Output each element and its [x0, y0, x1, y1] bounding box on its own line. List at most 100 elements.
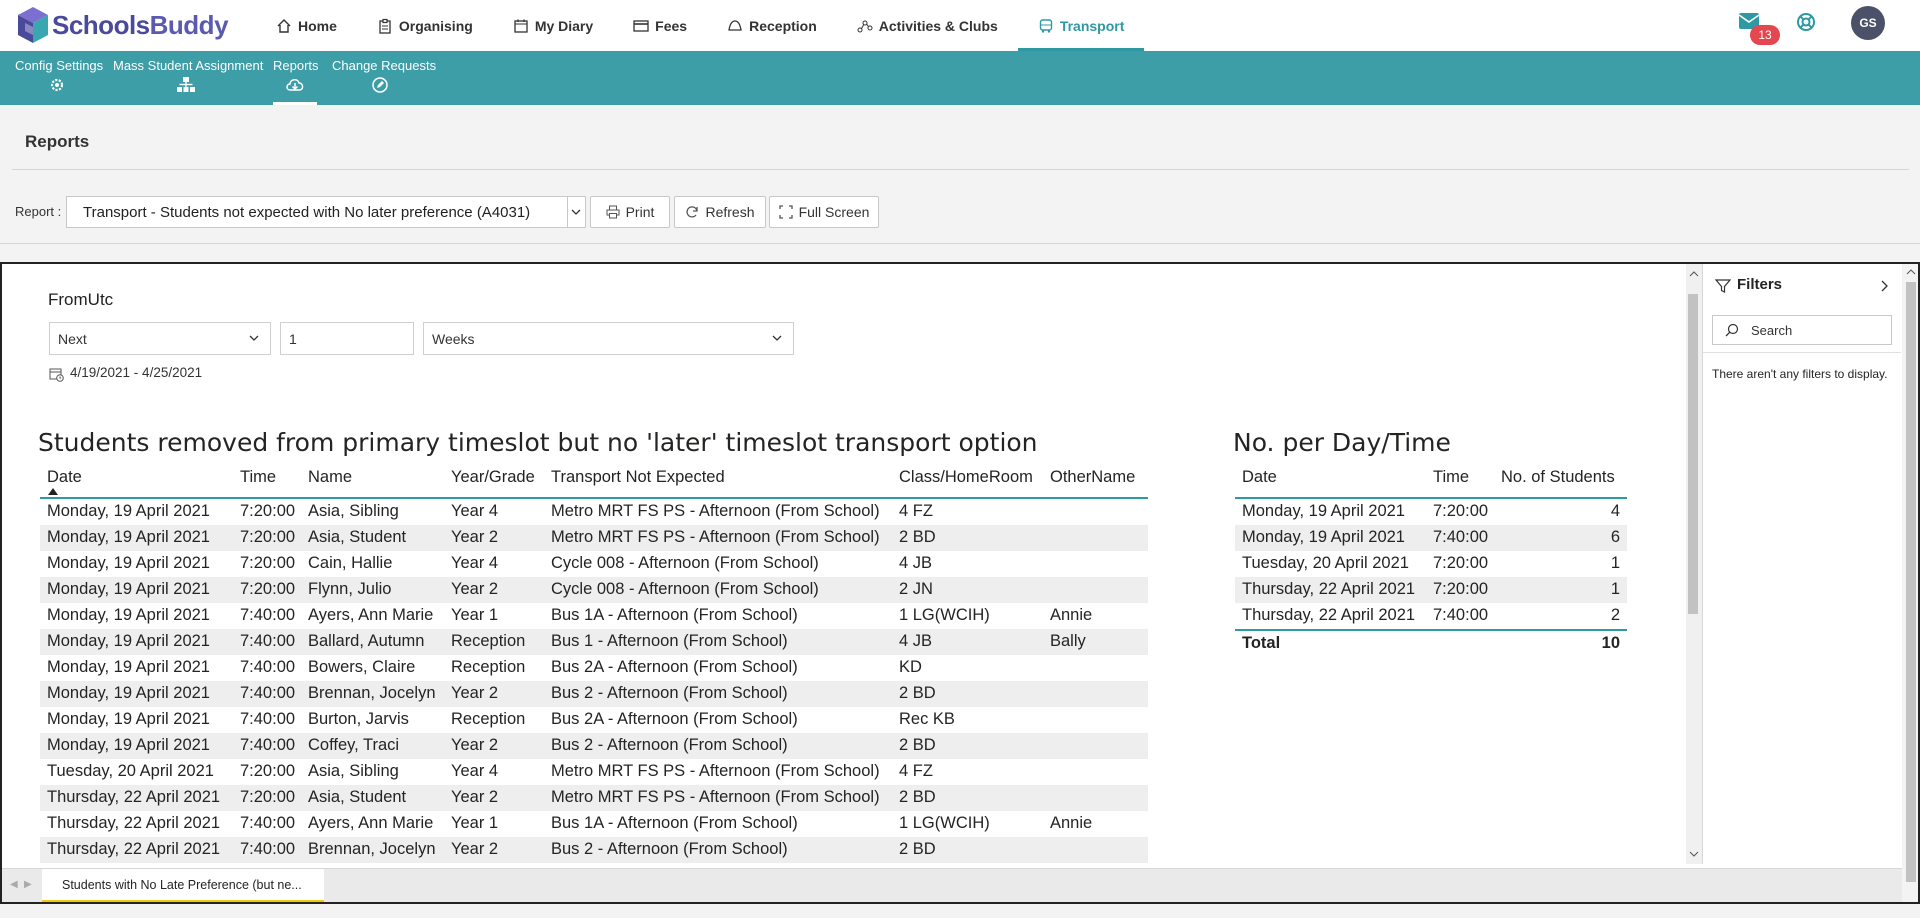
- divider: [12, 169, 1909, 170]
- table-row[interactable]: Monday, 19 April 2021 7:20:00 Asia, Studen…: [40, 525, 1148, 551]
- tab-next-icon[interactable]: ▶: [24, 879, 32, 890]
- table-cell: 4 JB: [899, 632, 933, 650]
- summary-cell: 6: [1610, 528, 1620, 546]
- table-cell: 4 FZ: [899, 762, 933, 780]
- unit-value: Weeks: [432, 331, 475, 347]
- nav-organising[interactable]: Organising: [357, 0, 493, 51]
- search-icon: [1725, 323, 1739, 337]
- relative-dropdown[interactable]: Next: [49, 322, 271, 355]
- table-cell: Year 2: [451, 684, 499, 702]
- report-scrollbar[interactable]: [1686, 264, 1702, 864]
- table-cell: Brennan, Jocelyn: [308, 684, 436, 702]
- col-header-transport[interactable]: Transport Not Expected: [551, 468, 725, 486]
- summary-row[interactable]: Monday, 19 April 2021 7:40:00 6: [1235, 525, 1627, 551]
- transport-subnav: Config Settings Mass Student Assignment …: [0, 51, 1920, 105]
- table-cell: Thursday, 22 April 2021: [47, 840, 221, 858]
- table-cell: 1 LG(WCIH): [899, 814, 990, 832]
- table-cell: Year 4: [451, 502, 499, 520]
- nav-activities-label: Activities & Clubs: [878, 17, 998, 34]
- table-row[interactable]: Thursday, 22 April 2021 7:40:00 Ayers, Ann…: [40, 811, 1148, 837]
- frame-scrollbar-thumb[interactable]: [1906, 282, 1916, 882]
- summary-row[interactable]: Tuesday, 20 April 2021 7:20:00 1: [1235, 551, 1627, 577]
- table-cell: 7:40:00: [240, 840, 296, 858]
- sum-header-count[interactable]: No. of Students: [1501, 468, 1615, 486]
- table-cell: Bus 2 - Afternoon (From School): [551, 684, 788, 702]
- table-cell: Year 2: [451, 736, 499, 754]
- table-cell: 7:20:00: [240, 502, 296, 520]
- summary-cell: 2: [1610, 606, 1620, 624]
- scrollbar-thumb[interactable]: [1688, 294, 1698, 614]
- table-cell: Year 4: [451, 762, 499, 780]
- nav-my-diary[interactable]: My Diary: [493, 0, 613, 51]
- table-cell: Monday, 19 April 2021: [47, 684, 210, 702]
- table-row[interactable]: Monday, 19 April 2021 7:40:00 Brennan, Joc…: [40, 681, 1148, 707]
- chevron-down-icon: [772, 335, 782, 341]
- table-row[interactable]: Monday, 19 April 2021 7:40:00 Ballard, Aut…: [40, 629, 1148, 655]
- col-header-othername[interactable]: OtherName: [1050, 468, 1136, 486]
- sum-header-time[interactable]: Time: [1433, 468, 1470, 486]
- table-row[interactable]: Monday, 19 April 2021 7:20:00 Flynn, Julio…: [40, 577, 1148, 603]
- col-header-name[interactable]: Name: [308, 468, 353, 486]
- table-row[interactable]: Thursday, 22 April 2021 7:40:00 Brennan, J…: [40, 837, 1148, 863]
- search-placeholder: Search: [1751, 323, 1793, 338]
- print-button[interactable]: Print: [590, 196, 670, 228]
- sort-ascending-icon[interactable]: [48, 488, 58, 495]
- table-cell: Metro MRT FS PS - Afternoon (From School…: [551, 528, 880, 546]
- help-lifebuoy-icon[interactable]: [1796, 12, 1816, 32]
- summary-row[interactable]: Monday, 19 April 2021 7:20:00 4: [1235, 499, 1627, 525]
- summary-row[interactable]: Thursday, 22 April 2021 7:20:00 1: [1235, 577, 1627, 603]
- frame-scrollbar[interactable]: [1902, 264, 1918, 902]
- count-input[interactable]: 1: [280, 322, 414, 355]
- nav-activities-clubs[interactable]: Activities & Clubs: [837, 0, 1018, 51]
- org-chart-icon: [176, 77, 195, 92]
- header-divider: [1235, 497, 1627, 499]
- user-avatar[interactable]: GS: [1851, 6, 1885, 40]
- sum-header-date[interactable]: Date: [1242, 468, 1277, 486]
- count-value: 1: [289, 331, 297, 347]
- chevron-down-icon[interactable]: [567, 197, 585, 227]
- scroll-up-icon[interactable]: [1906, 268, 1916, 276]
- report-select[interactable]: Transport - Students not expected with N…: [66, 196, 586, 228]
- fullscreen-button[interactable]: Full Screen: [769, 196, 879, 228]
- nav-transport[interactable]: Transport: [1017, 0, 1145, 51]
- table-row[interactable]: Monday, 19 April 2021 7:40:00 Coffey, Trac…: [40, 733, 1148, 759]
- table-cell: Monday, 19 April 2021: [47, 606, 210, 624]
- table-row[interactable]: Monday, 19 April 2021 7:20:00 Asia, Siblin…: [40, 499, 1148, 525]
- subnav-reports[interactable]: Reports: [273, 51, 319, 105]
- summary-cell: 7:20:00: [1433, 502, 1489, 520]
- collapse-chevron-icon[interactable]: [1879, 280, 1889, 292]
- summary-cell: 1: [1610, 580, 1620, 598]
- col-header-class[interactable]: Class/HomeRoom: [899, 468, 1033, 486]
- card-icon: [633, 19, 649, 32]
- col-header-year[interactable]: Year/Grade: [451, 468, 535, 486]
- col-header-time[interactable]: Time: [240, 468, 277, 486]
- col-header-date[interactable]: Date: [47, 468, 82, 486]
- schoolsbuddy-logo[interactable]: SchoolsBuddy: [16, 4, 229, 46]
- summary-cell: Tuesday, 20 April 2021: [1242, 554, 1409, 572]
- table-row[interactable]: Thursday, 22 April 2021 7:20:00 Asia, Stud…: [40, 785, 1148, 811]
- table-row[interactable]: Monday, 19 April 2021 7:40:00 Bowers, Clai…: [40, 655, 1148, 681]
- refresh-button[interactable]: Refresh: [674, 196, 766, 228]
- table-row[interactable]: Tuesday, 20 April 2021 7:20:00 Asia, Sibli…: [40, 759, 1148, 785]
- summary-row[interactable]: Thursday, 22 April 2021 7:40:00 2: [1235, 603, 1627, 629]
- nav-home[interactable]: Home: [256, 0, 357, 51]
- page-tab-students[interactable]: Students with No Late Preference (but ne…: [42, 869, 324, 902]
- table-row[interactable]: Monday, 19 April 2021 7:40:00 Burton, Jarv…: [40, 707, 1148, 733]
- table-row[interactable]: Monday, 19 April 2021 7:40:00 Ayers, Ann M…: [40, 603, 1148, 629]
- nav-home-label: Home: [298, 17, 337, 34]
- subnav-change-requests[interactable]: Change Requests: [332, 51, 436, 105]
- scroll-down-icon[interactable]: [1689, 850, 1699, 858]
- table-row[interactable]: Monday, 19 April 2021 7:20:00 Cain, Hallie…: [40, 551, 1148, 577]
- scroll-up-icon[interactable]: [1689, 270, 1699, 278]
- table-cell: Bus 1A - Afternoon (From School): [551, 606, 798, 624]
- bell-icon: [728, 19, 742, 31]
- table-cell: Monday, 19 April 2021: [47, 736, 210, 754]
- filters-search-input[interactable]: Search: [1712, 315, 1892, 345]
- nav-fees[interactable]: Fees: [613, 0, 707, 51]
- mail-icon[interactable]: [1738, 12, 1760, 30]
- unit-dropdown[interactable]: Weeks: [423, 322, 794, 355]
- subnav-config-settings[interactable]: Config Settings: [15, 51, 103, 105]
- subnav-mass-student-assignment[interactable]: Mass Student Assignment: [113, 51, 263, 105]
- tab-prev-icon[interactable]: ◀: [10, 879, 18, 890]
- nav-reception[interactable]: Reception: [707, 0, 837, 51]
